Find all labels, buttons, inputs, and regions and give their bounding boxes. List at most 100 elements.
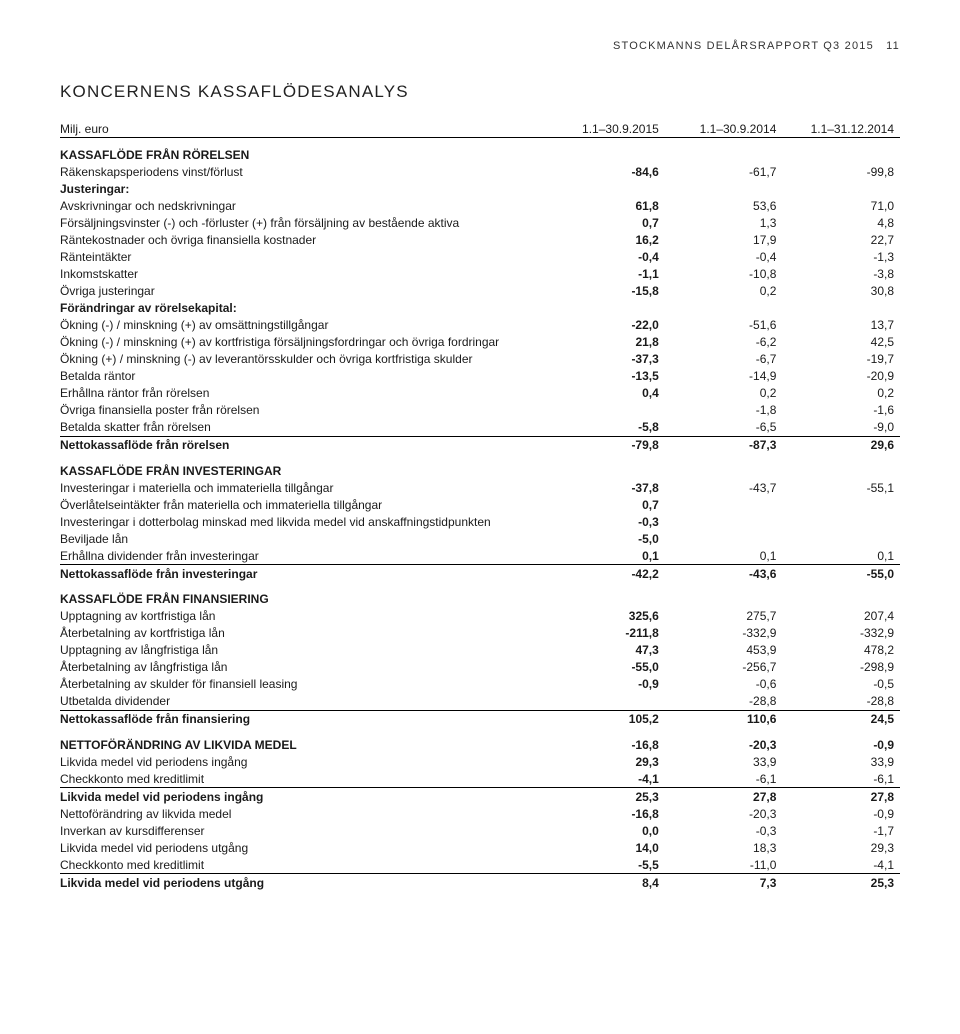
row-label: Utbetalda dividender [60,693,547,711]
table-row: Ökning (-) / minskning (+) av kortfristi… [60,334,900,351]
row-label: Nettoförändring av likvida medel [60,805,547,822]
row-value: -99,8 [782,164,900,181]
row-label: Likvida medel vid periodens utgång [60,839,547,856]
section-heading-row: KASSAFLÖDE FRÅN INVESTERINGAR [60,454,900,480]
row-value: -87,3 [665,436,783,454]
row-value: -15,8 [547,283,665,300]
row-label: Checkkonto med kreditlimit [60,856,547,874]
row-value [782,530,900,547]
section-heading: KASSAFLÖDE FRÅN RÖRELSEN [60,138,547,164]
row-value: -55,0 [547,659,665,676]
row-label: Upptagning av kortfristiga lån [60,608,547,625]
row-label: Ökning (+) / minskning (-) av leverantör… [60,351,547,368]
row-value: 0,4 [547,385,665,402]
table-row: Inverkan av kursdifferenser0,0-0,3-1,7 [60,822,900,839]
row-value [547,181,665,198]
row-label: Investeringar i dotterbolag minskad med … [60,513,547,530]
row-value: -5,8 [547,419,665,437]
section-heading-value: -16,8 [547,728,665,754]
row-value: -20,3 [665,805,783,822]
table-row: Räkenskapsperiodens vinst/förlust-84,6-6… [60,164,900,181]
row-value: -0,5 [782,676,900,693]
row-value: -6,7 [665,351,783,368]
row-value: 0,1 [547,547,665,565]
row-value: 29,6 [782,436,900,454]
row-value: 4,8 [782,215,900,232]
row-value: -28,8 [782,693,900,711]
row-label: Likvida medel vid periodens ingång [60,788,547,806]
row-label: Justeringar: [60,181,547,198]
row-value: 25,3 [547,788,665,806]
row-value [782,496,900,513]
table-row: Beviljade lån-5,0 [60,530,900,547]
row-value: -37,3 [547,351,665,368]
section-heading: KASSAFLÖDE FRÅN FINANSIERING [60,582,547,608]
table-row: Överlåtelseintäkter från materiella och … [60,496,900,513]
row-label: Likvida medel vid periodens ingång [60,753,547,770]
table-row: Investeringar i dotterbolag minskad med … [60,513,900,530]
row-value: -16,8 [547,805,665,822]
row-label: Investeringar i materiella och immaterie… [60,479,547,496]
row-value: -10,8 [665,266,783,283]
row-value: 207,4 [782,608,900,625]
row-label: Återbetalning av kortfristiga lån [60,625,547,642]
row-value: -55,1 [782,479,900,496]
row-value: -1,3 [782,249,900,266]
section-heading-value [782,454,900,480]
row-value: -6,5 [665,419,783,437]
row-value: 0,2 [665,283,783,300]
table-row: Checkkonto med kreditlimit-4,1-6,1-6,1 [60,770,900,788]
table-row: Betalda skatter från rörelsen-5,8-6,5-9,… [60,419,900,437]
table-row: Likvida medel vid periodens ingång25,327… [60,788,900,806]
section-heading-value [665,138,783,164]
row-value: 24,5 [782,710,900,728]
row-value: 21,8 [547,334,665,351]
row-value: 0,2 [665,385,783,402]
table-row: Ökning (-) / minskning (+) av omsättning… [60,317,900,334]
row-label: Beviljade lån [60,530,547,547]
row-value [782,513,900,530]
table-row: Erhållna dividender från investeringar0,… [60,547,900,565]
row-value: -43,7 [665,479,783,496]
row-label: Försäljningsvinster (-) och -förluster (… [60,215,547,232]
table-row: Nettoförändring av likvida medel-16,8-20… [60,805,900,822]
row-value: -211,8 [547,625,665,642]
section-heading-row: NETTOFÖRÄNDRING AV LIKVIDA MEDEL-16,8-20… [60,728,900,754]
row-value: -4,1 [782,856,900,874]
row-value: -0,9 [782,805,900,822]
row-value: -6,1 [665,770,783,788]
row-value [782,300,900,317]
row-label: Nettokassaflöde från finansiering [60,710,547,728]
row-value: 27,8 [665,788,783,806]
row-value [665,300,783,317]
row-value: -37,8 [547,479,665,496]
row-label: Räkenskapsperiodens vinst/förlust [60,164,547,181]
section-heading-value: -0,9 [782,728,900,754]
table-row: Upptagning av kortfristiga lån325,6275,7… [60,608,900,625]
row-value: -51,6 [665,317,783,334]
row-value: -79,8 [547,436,665,454]
row-value: 453,9 [665,642,783,659]
row-label: Övriga justeringar [60,283,547,300]
table-row: Likvida medel vid periodens utgång14,018… [60,839,900,856]
section-heading-value [665,454,783,480]
row-value: 17,9 [665,232,783,249]
row-value [547,300,665,317]
row-value [665,496,783,513]
row-value: 30,8 [782,283,900,300]
cashflow-table: Milj. euro 1.1–30.9.2015 1.1–30.9.2014 1… [60,120,900,891]
row-value: -0,3 [547,513,665,530]
row-value: 0,7 [547,215,665,232]
row-label: Inverkan av kursdifferenser [60,822,547,839]
row-value: 22,7 [782,232,900,249]
row-label: Förändringar av rörelsekapital: [60,300,547,317]
row-value: 25,3 [782,874,900,892]
table-row: Likvida medel vid periodens ingång29,333… [60,753,900,770]
table-row: Nettokassaflöde från investeringar-42,2-… [60,565,900,583]
row-value: -256,7 [665,659,783,676]
row-value: 325,6 [547,608,665,625]
row-label: Ökning (-) / minskning (+) av omsättning… [60,317,547,334]
row-value: -22,0 [547,317,665,334]
row-value: -0,3 [665,822,783,839]
row-value: -43,6 [665,565,783,583]
